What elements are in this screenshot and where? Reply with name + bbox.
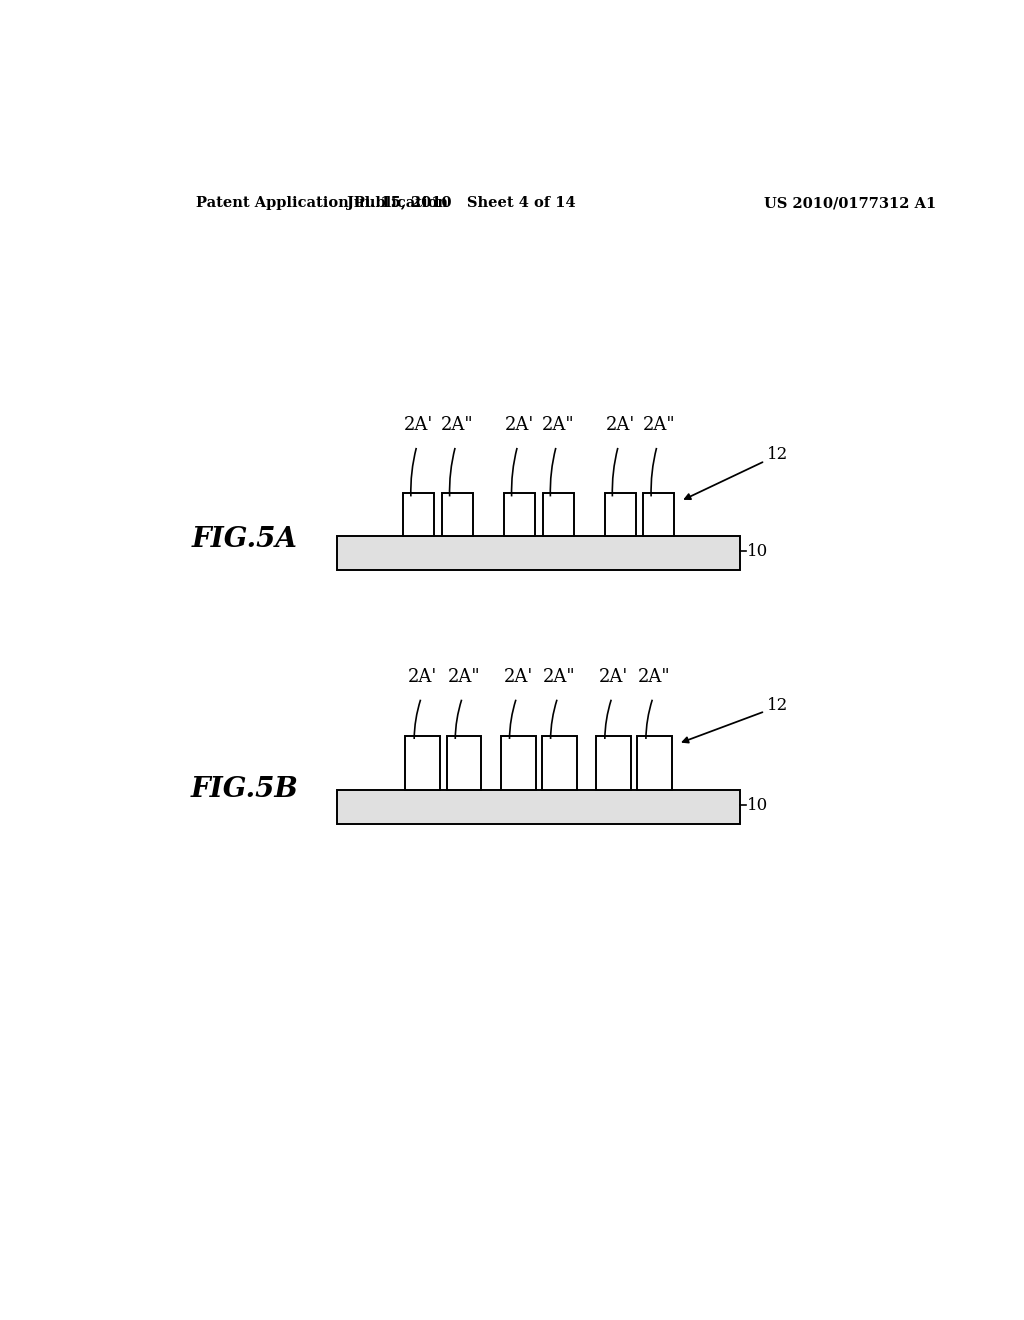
Bar [337,789,740,825]
Text: 2A": 2A" [441,416,474,434]
Text: 10: 10 [748,797,768,813]
Bar [596,737,631,789]
Bar [403,494,434,536]
Text: 2A": 2A" [542,416,574,434]
Text: 2A': 2A' [599,668,628,686]
Bar [446,737,481,789]
Text: FIG.5B: FIG.5B [190,776,298,804]
Bar [643,494,675,536]
Text: 12: 12 [767,446,788,463]
Text: Jul. 15, 2010   Sheet 4 of 14: Jul. 15, 2010 Sheet 4 of 14 [347,197,575,210]
Bar [542,737,577,789]
Text: 2A': 2A' [605,416,635,434]
Bar [604,494,636,536]
Bar [337,536,740,570]
Text: 2A': 2A' [505,416,534,434]
Text: 2A': 2A' [404,416,433,434]
Bar [637,737,672,789]
Text: 2A": 2A" [447,668,480,686]
Bar [406,737,440,789]
Text: Patent Application Publication: Patent Application Publication [197,197,449,210]
Bar [501,737,536,789]
Text: FIG.5A: FIG.5A [191,527,297,553]
Bar [543,494,573,536]
Text: 2A': 2A' [504,668,532,686]
Text: 2A": 2A" [643,416,675,434]
Text: 2A": 2A" [543,668,575,686]
Bar [504,494,535,536]
Text: 12: 12 [767,697,788,714]
Text: 2A': 2A' [409,668,437,686]
Text: US 2010/0177312 A1: US 2010/0177312 A1 [764,197,936,210]
Text: 2A": 2A" [638,668,671,686]
Text: 10: 10 [748,543,768,560]
Bar [442,494,473,536]
